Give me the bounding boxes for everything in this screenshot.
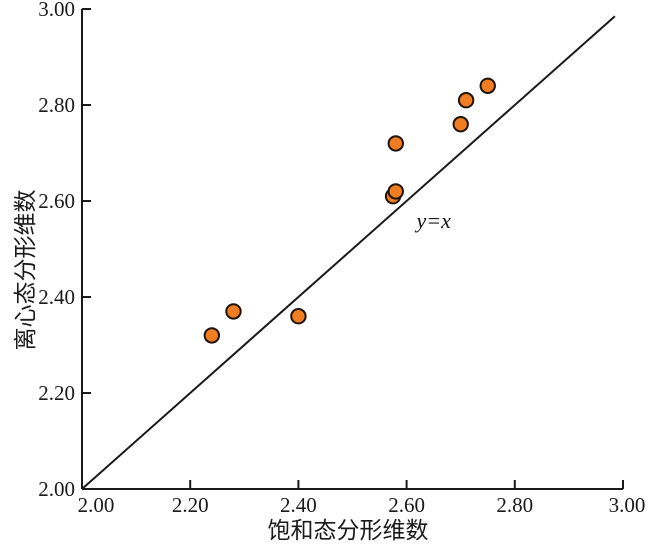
x-tick-label: 2.60 [388,493,425,517]
axes-layer [81,9,623,490]
reference-line-label: y=x [414,208,451,233]
y-tick-label: 2.60 [38,189,75,213]
x-tick-label: 2.80 [496,493,533,517]
identity-line [81,15,616,490]
y-tick-label: 2.80 [38,93,75,117]
ticks-layer: 2.00 2.20 2.40 2.60 2.80 3.00 2.00 2.20 2.40 2.60… [38,0,645,517]
data-point [387,183,404,200]
y-tick-label: 2.40 [38,285,75,309]
y-tick-label: 2.20 [38,381,75,405]
x-axis-title: 饱和态分形维数 [268,518,429,543]
x-tick-label: 2.40 [280,493,317,517]
x-tick-label: 3.00 [609,493,646,517]
data-point [457,92,475,109]
y-tick-label: 3.00 [38,0,75,21]
data-point [479,77,496,95]
x-tick-label: 2.20 [172,493,209,517]
data-point [203,327,221,344]
y-axis-title: 离心态分形维数 [13,190,38,351]
x-tick-label: 2.00 [78,493,115,517]
y-tick-label: 2.00 [38,477,75,501]
series-layer [81,15,616,490]
data-point [452,116,469,133]
data-point [225,303,242,320]
data-point [290,308,307,325]
data-point [387,135,404,152]
